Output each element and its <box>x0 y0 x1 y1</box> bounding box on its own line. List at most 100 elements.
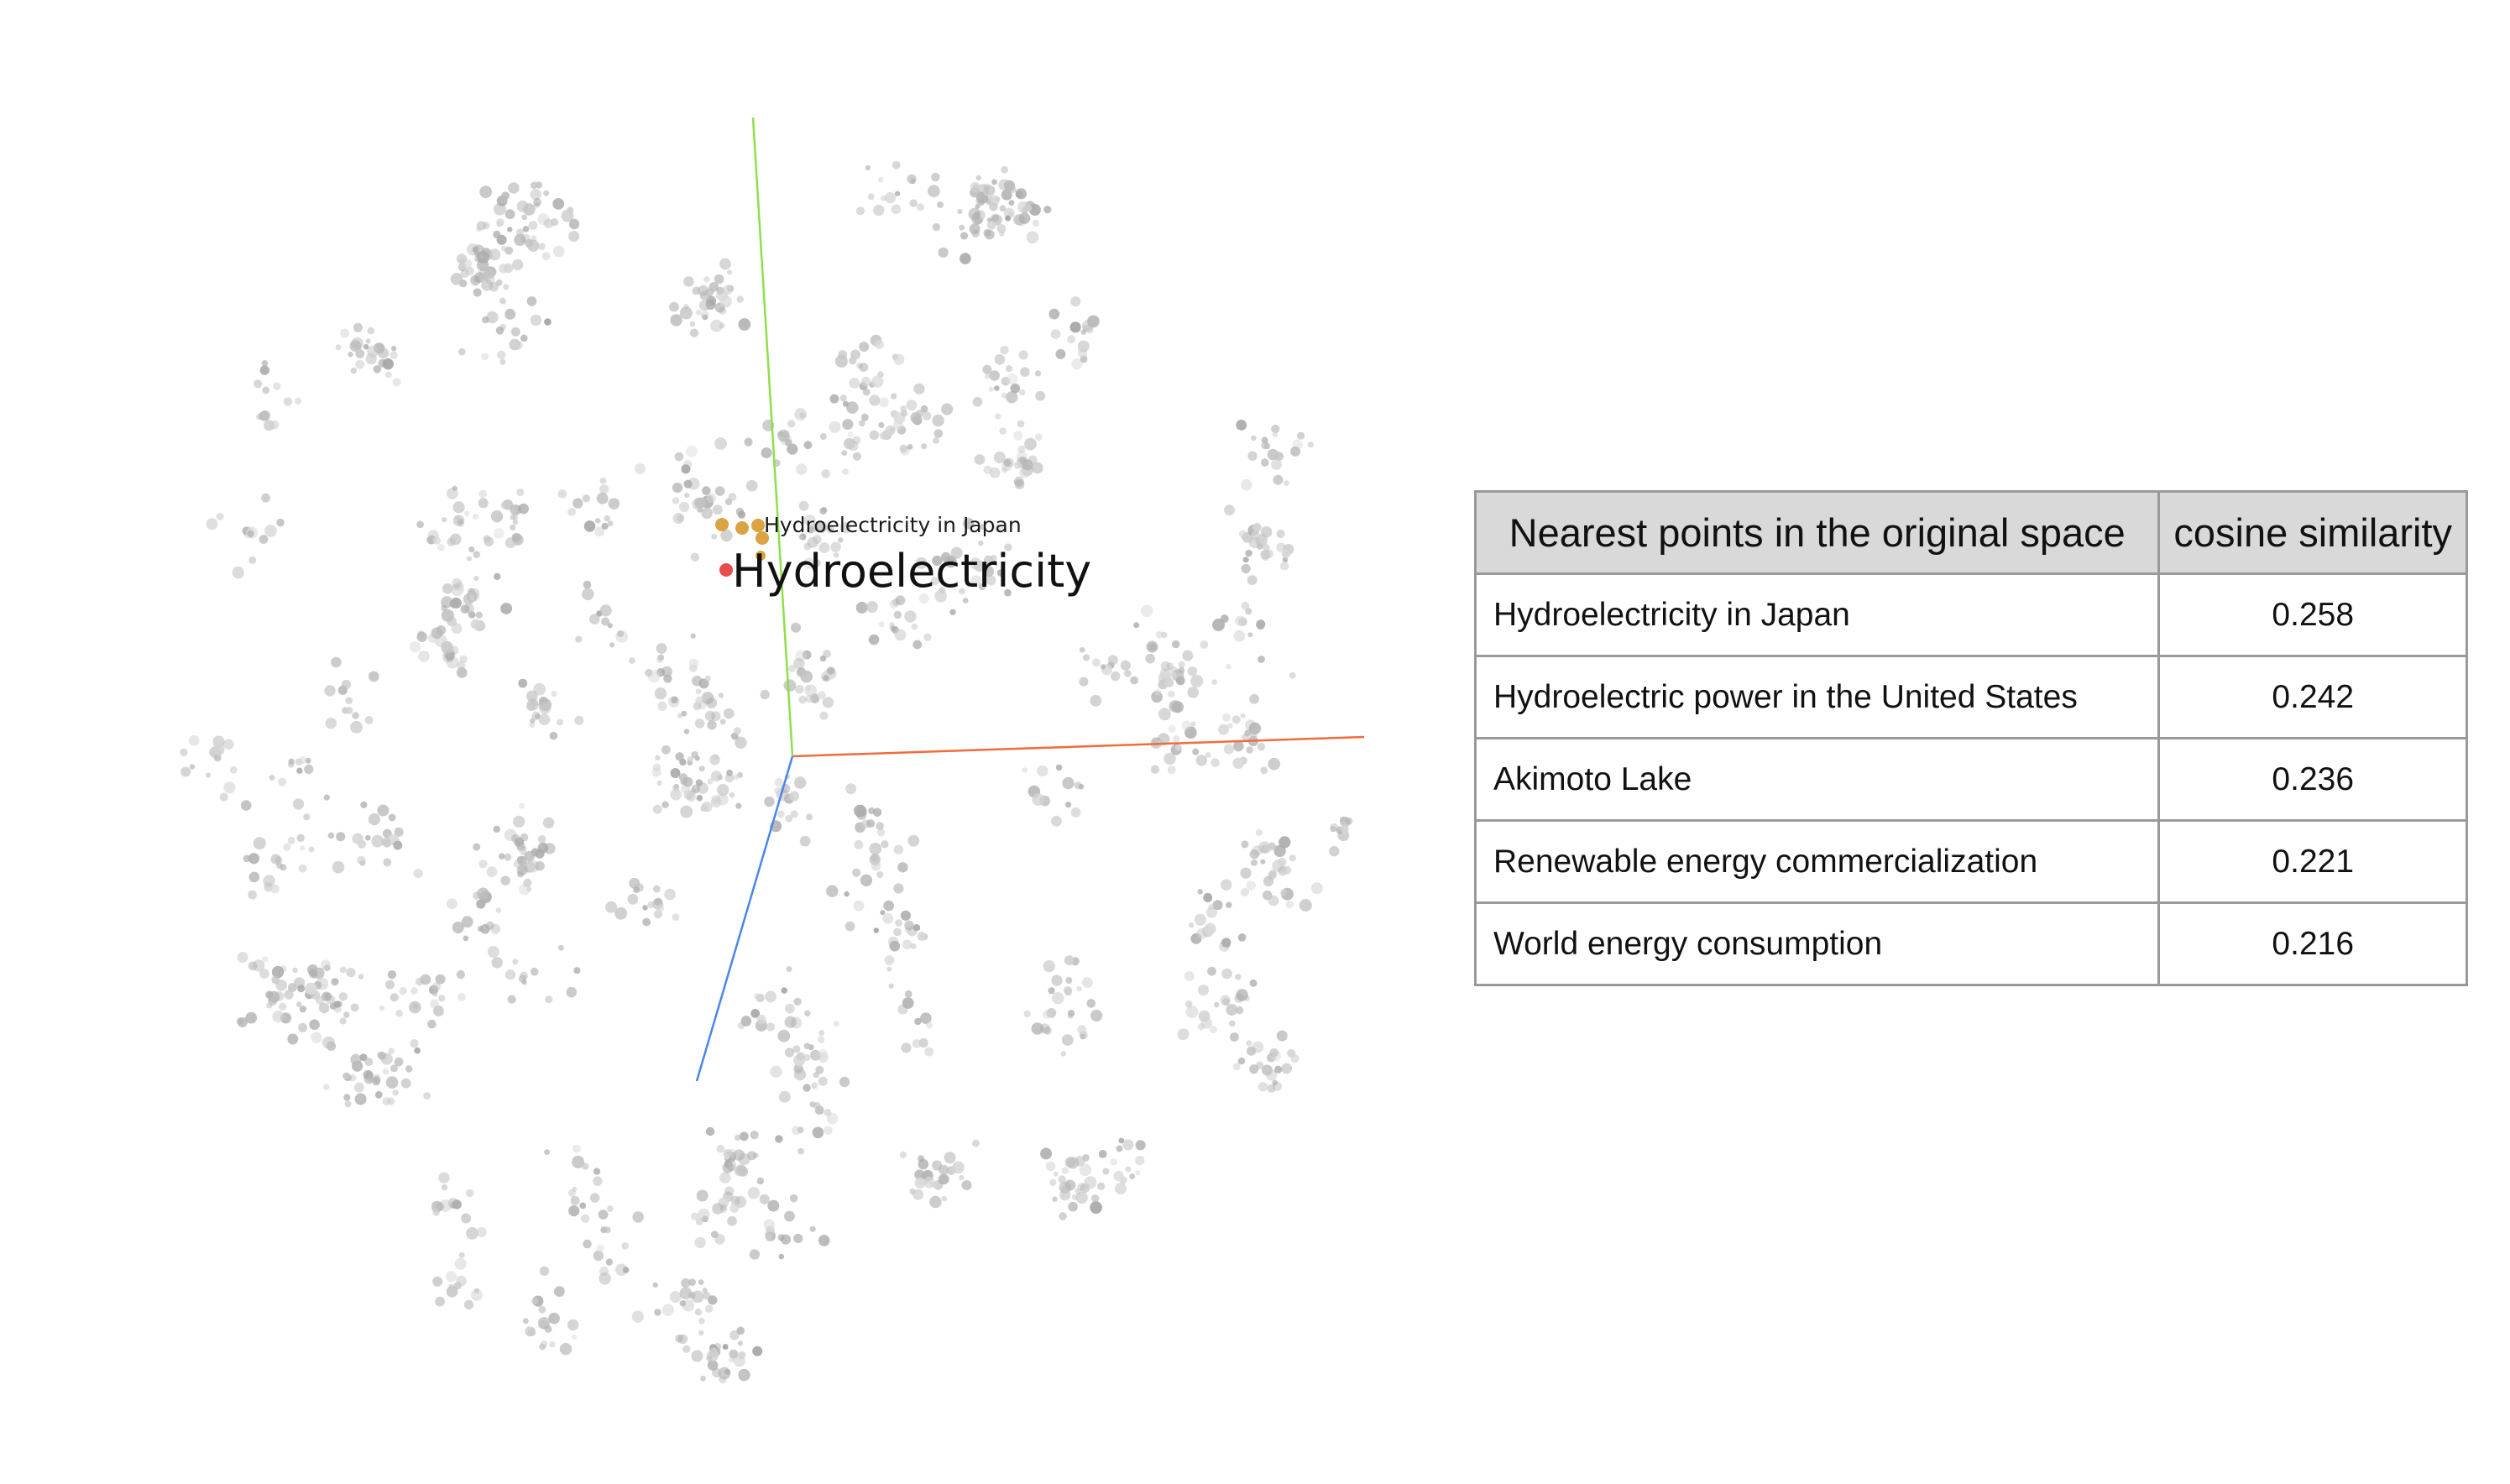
background-point <box>549 1340 556 1348</box>
table-row[interactable]: Hydroelectricity in Japan 0.258 <box>1473 572 2468 657</box>
background-point <box>859 342 870 352</box>
background-point <box>539 1266 550 1277</box>
background-point <box>1077 1025 1087 1035</box>
background-point <box>410 1039 419 1048</box>
background-point <box>1197 985 1210 996</box>
background-point <box>1060 1185 1069 1194</box>
background-point <box>703 276 710 283</box>
background-point <box>1018 212 1031 224</box>
background-point <box>1090 1201 1102 1214</box>
background-point <box>1247 575 1258 585</box>
background-point <box>845 783 857 795</box>
background-point <box>1190 721 1196 727</box>
background-point <box>1119 1176 1127 1184</box>
background-point <box>766 1022 776 1032</box>
background-point <box>948 558 954 564</box>
background-point <box>1260 526 1273 538</box>
background-point <box>944 1152 956 1164</box>
background-point <box>513 815 526 828</box>
background-point <box>719 322 725 329</box>
background-point <box>382 358 394 370</box>
background-point <box>818 542 830 553</box>
background-point <box>1195 755 1208 766</box>
background-point <box>917 932 927 941</box>
background-point <box>671 696 678 704</box>
background-point <box>445 1271 458 1283</box>
background-point <box>423 1092 431 1100</box>
background-point <box>600 1226 608 1234</box>
background-point <box>1241 478 1252 491</box>
background-point <box>470 1288 484 1301</box>
embedding-projection-view[interactable]: Hydroelectricity in Japan Hydroelectrici… <box>0 0 1427 1484</box>
table-row[interactable]: World energy consumption 0.216 <box>1473 901 2468 986</box>
background-point <box>1070 807 1081 818</box>
background-point <box>794 408 808 421</box>
background-point <box>1001 377 1011 386</box>
background-point <box>478 498 489 509</box>
projection-canvas[interactable]: Hydroelectricity in Japan Hydroelectrici… <box>0 0 1427 1484</box>
background-point <box>969 223 980 235</box>
background-point <box>572 1186 578 1192</box>
background-point <box>1237 933 1247 942</box>
focus-point[interactable] <box>719 563 733 577</box>
neighbor-point[interactable] <box>751 519 765 532</box>
background-point <box>1244 729 1252 737</box>
background-point <box>862 388 871 396</box>
background-point <box>486 311 499 324</box>
table-row[interactable]: Hydroelectric power in the United States… <box>1473 655 2468 739</box>
background-point <box>609 642 615 648</box>
background-point <box>493 825 500 833</box>
background-point <box>1034 370 1042 377</box>
neighbor-point[interactable] <box>735 521 749 535</box>
background-point <box>983 566 995 577</box>
background-point <box>614 907 628 920</box>
background-point <box>349 340 362 353</box>
background-point <box>824 1109 832 1116</box>
neighbor-point[interactable] <box>756 531 769 545</box>
background-point <box>999 231 1005 237</box>
background-point <box>212 744 225 756</box>
background-point <box>991 213 999 222</box>
neighbor-point[interactable] <box>715 518 729 531</box>
background-point <box>970 575 982 587</box>
background-point <box>392 1089 399 1096</box>
background-point <box>799 412 806 419</box>
background-point <box>1141 604 1153 618</box>
background-point <box>538 243 546 251</box>
background-point <box>473 551 480 558</box>
background-point <box>661 1304 674 1316</box>
background-point <box>793 776 807 789</box>
background-point <box>1032 793 1045 806</box>
background-point <box>503 284 510 290</box>
background-point <box>1208 904 1215 911</box>
background-point <box>1061 1167 1069 1174</box>
background-point <box>893 353 905 365</box>
background-point <box>1258 1082 1268 1092</box>
background-point <box>920 1012 932 1024</box>
background-point <box>567 1319 579 1331</box>
table-row[interactable]: Akimoto Lake 0.236 <box>1473 737 2468 822</box>
background-point <box>729 1330 740 1340</box>
background-point <box>262 956 269 963</box>
background-point <box>1135 1170 1141 1176</box>
background-point <box>803 1084 811 1092</box>
background-point <box>1232 1063 1241 1071</box>
background-point <box>1116 1145 1123 1152</box>
background-point <box>1221 968 1232 980</box>
background-point <box>522 226 530 233</box>
background-point <box>271 965 285 979</box>
background-point <box>1263 844 1272 854</box>
background-point <box>888 983 894 989</box>
background-point <box>651 767 661 777</box>
background-point <box>703 509 712 518</box>
background-point <box>901 1042 912 1053</box>
background-point <box>295 397 301 405</box>
table-row[interactable]: Renewable energy commercialization 0.221 <box>1473 819 2468 904</box>
neighbor-point[interactable] <box>756 551 766 561</box>
background-point <box>827 666 835 675</box>
background-point <box>1003 180 1016 191</box>
background-point <box>248 961 258 971</box>
background-point <box>353 322 363 332</box>
background-point <box>853 900 865 912</box>
background-point <box>1071 1194 1078 1200</box>
